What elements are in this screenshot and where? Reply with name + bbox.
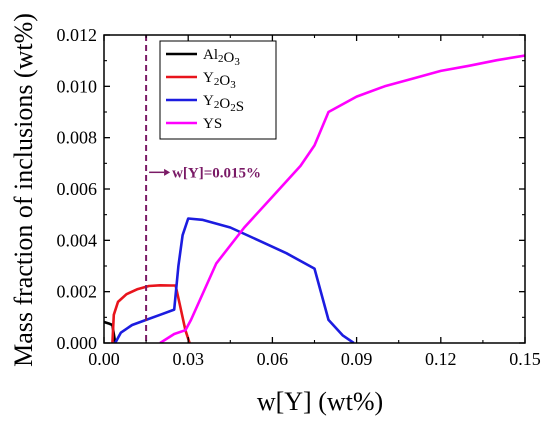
series-line-2 — [114, 217, 355, 343]
series-line-3 — [159, 54, 525, 343]
x-tick-label: 0.09 — [341, 349, 373, 369]
series-line-1 — [111, 283, 191, 343]
annotation-label-0: w[Y]=0.015% — [172, 165, 261, 181]
x-axis-title: w[Y] (wt%) — [257, 387, 383, 416]
x-tick-label: 0.12 — [425, 349, 457, 369]
x-tick-label: 0.03 — [172, 349, 204, 369]
y-tick-label: 0.012 — [57, 25, 98, 45]
x-tick-label: 0.06 — [257, 349, 289, 369]
y-tick-label: 0.010 — [57, 76, 98, 96]
y-tick-label: 0.006 — [57, 179, 98, 199]
annotation-arrowhead-0 — [164, 168, 171, 176]
y-tick-label: 0.004 — [57, 230, 98, 250]
legend-label-1: Y2O3 — [203, 70, 236, 91]
y-tick-label: 0.000 — [57, 333, 98, 353]
y-tick-label: 0.008 — [57, 128, 98, 148]
y-tick-label: 0.002 — [57, 282, 98, 302]
legend-label-2: Y2O2S — [203, 93, 244, 115]
legend-label-3: YS — [203, 116, 222, 132]
x-tick-label: 0.00 — [88, 349, 120, 369]
y-axis-title: Mass fraction of inclusions (wt%) — [9, 13, 38, 367]
legend-label-0: Al2O3 — [203, 47, 240, 68]
x-tick-label: 0.15 — [509, 349, 541, 369]
